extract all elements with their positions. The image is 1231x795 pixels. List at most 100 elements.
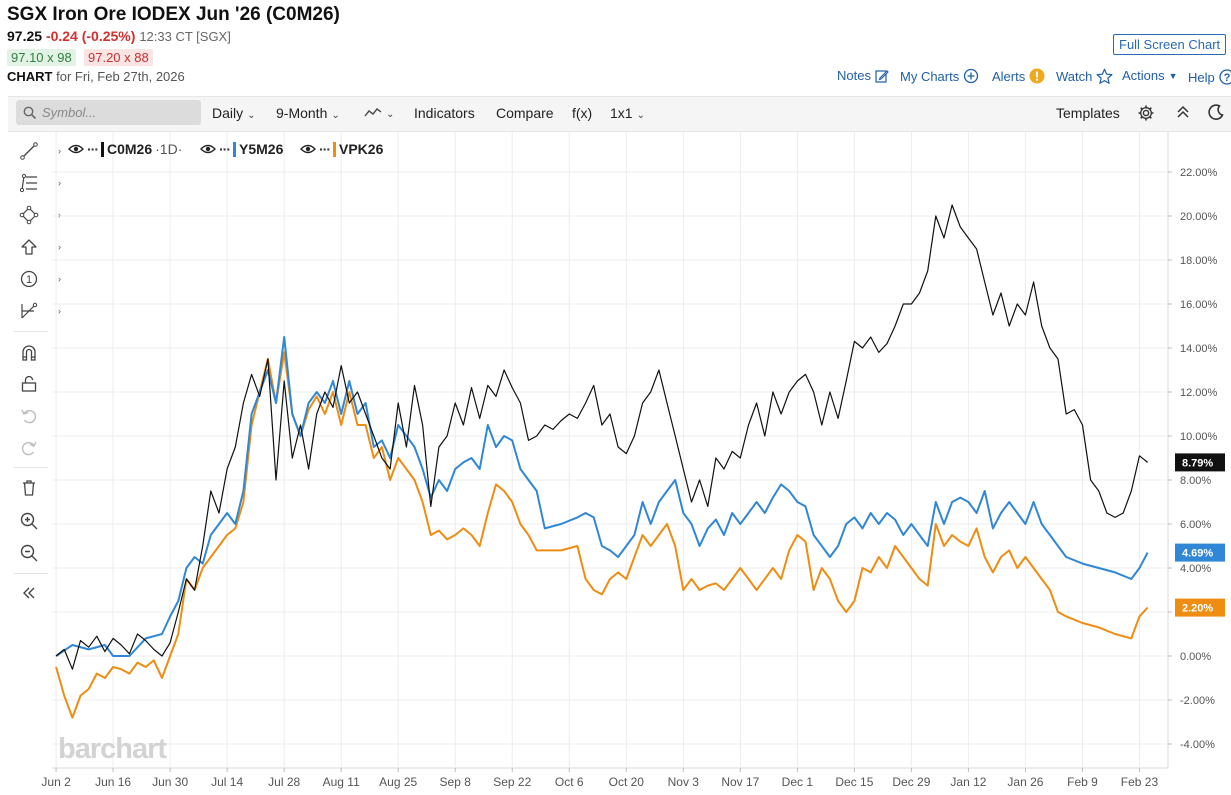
- y-tick-label: 0.00%: [1180, 651, 1211, 663]
- series-line-C0M26[interactable]: [55, 204, 1148, 670]
- redo-button[interactable]: [16, 435, 42, 461]
- page-title: SGX Iron Ore IODEX Jun '26 (C0M26): [7, 4, 340, 25]
- zoom-in-button[interactable]: [16, 508, 42, 534]
- fib-tool[interactable]: ›: [16, 170, 61, 196]
- templates-button[interactable]: Templates: [1056, 105, 1120, 121]
- x-tick-label: Dec 29: [892, 775, 930, 789]
- price-change: -0.24 (-0.25%): [45, 28, 136, 44]
- chevron-right-icon: ›: [58, 306, 61, 316]
- gear-icon[interactable]: [1137, 104, 1155, 122]
- delete-drawings-button[interactable]: [16, 475, 42, 501]
- actions-menu[interactable]: Actions ▼: [1122, 68, 1178, 83]
- layout-dropdown[interactable]: 1x1 ⌄: [610, 105, 645, 121]
- y-tick-label: 10.00%: [1180, 431, 1218, 443]
- legend-s2[interactable]: ··· Y5M26: [200, 141, 283, 157]
- last-value-label-VPK26: 2.20%: [1182, 603, 1213, 615]
- collapse-up-icon[interactable]: [1176, 105, 1190, 119]
- lock-tool[interactable]: [16, 371, 42, 397]
- annotation-tool[interactable]: 1 ›: [16, 266, 61, 292]
- measure-tool[interactable]: ›: [16, 298, 61, 324]
- trendline-tool[interactable]: ›: [16, 138, 61, 164]
- series-line-VPK26[interactable]: [55, 351, 1149, 719]
- chart-toolbar: [8, 96, 1231, 132]
- eye-icon: [200, 144, 216, 154]
- more-dots-icon: ···: [219, 141, 231, 157]
- function-button[interactable]: f(x): [572, 105, 593, 121]
- full-screen-chart-button[interactable]: Full Screen Chart: [1113, 34, 1227, 55]
- legend-swatch-main: [101, 141, 104, 157]
- alerts-label: Alerts: [992, 68, 1026, 84]
- chart-word: CHART: [7, 69, 53, 84]
- legend-swatch-s3: [333, 141, 336, 157]
- notes-label: Notes: [837, 68, 871, 83]
- chevron-down-icon: ⌄: [247, 110, 256, 121]
- x-tick-label: Jun 30: [152, 775, 188, 789]
- x-tick-label: Oct 6: [555, 775, 584, 789]
- symbol-placeholder: Symbol...: [42, 105, 97, 120]
- legend-s3[interactable]: ··· VPK26: [300, 141, 383, 157]
- alerts-link[interactable]: Alerts: [992, 68, 1045, 84]
- zoom-in-icon: [20, 512, 38, 530]
- compare-button[interactable]: Compare: [496, 105, 554, 121]
- more-dots-icon: ···: [87, 141, 99, 157]
- legend-main[interactable]: ··· C0M26 ·1D·: [68, 141, 182, 157]
- symbol-search-input[interactable]: Symbol...: [16, 100, 201, 125]
- my-charts-link[interactable]: My Charts: [900, 68, 979, 84]
- y-tick-label: -4.00%: [1180, 739, 1215, 751]
- eye-icon: [300, 144, 316, 154]
- zoom-out-icon: [20, 544, 38, 562]
- shape-nodes-icon: [19, 205, 39, 225]
- x-tick-label: Jan 26: [1007, 775, 1043, 789]
- y-tick-label: 8.00%: [1180, 475, 1211, 487]
- x-tick-label: Feb 9: [1067, 775, 1098, 789]
- indicators-button[interactable]: Indicators: [414, 105, 475, 121]
- search-icon: [23, 106, 37, 120]
- y-tick-label: 14.00%: [1180, 343, 1218, 355]
- help-link[interactable]: Help ?: [1188, 69, 1231, 85]
- interval-dropdown[interactable]: Daily ⌄: [212, 105, 256, 121]
- chart-date: for Fri, Feb 27th, 2026: [56, 69, 185, 84]
- series-line-Y5M26[interactable]: [55, 336, 1149, 657]
- legend-s2-symbol: Y5M26: [239, 141, 284, 157]
- range-dropdown[interactable]: 9-Month ⌄: [276, 105, 340, 121]
- undo-button[interactable]: [16, 403, 42, 429]
- magnet-tool[interactable]: [16, 340, 42, 366]
- double-chevron-left-icon: [23, 587, 35, 599]
- toolbar-divider: [14, 331, 48, 332]
- chevron-down-icon: ⌄: [331, 110, 340, 121]
- chevron-right-icon: ›: [58, 178, 61, 188]
- alert-exclamation-icon: [1029, 68, 1045, 84]
- x-axis: Jun 2 Jun 16 Jun 30 Jul 14 Jul 28 Aug 11 Aug 2…: [41, 768, 1158, 789]
- last-price: 97.25: [7, 28, 43, 44]
- watch-label: Watch: [1056, 69, 1093, 84]
- x-tick-label: Jan 12: [950, 775, 986, 789]
- x-tick-label: Sep 22: [493, 775, 531, 789]
- dark-mode-moon-icon[interactable]: [1207, 103, 1225, 121]
- chart-type-dropdown[interactable]: ⌄: [364, 104, 394, 120]
- unlock-icon: [21, 375, 37, 392]
- notes-link[interactable]: Notes: [837, 68, 889, 83]
- arrow-tool[interactable]: ›: [16, 234, 61, 260]
- chart-grid: [52, 132, 1169, 769]
- bid-badge: 97.10 x 98: [7, 49, 76, 66]
- x-tick-label: Oct 20: [609, 775, 645, 789]
- y-tick-label: 12.00%: [1180, 387, 1218, 399]
- last-value-label-Y5M26: 4.69%: [1182, 548, 1213, 560]
- redo-icon: [21, 441, 37, 456]
- watch-link[interactable]: Watch: [1056, 68, 1113, 85]
- shapes-tool[interactable]: ›: [16, 202, 61, 228]
- measure-icon: [21, 302, 38, 319]
- zoom-out-button[interactable]: [16, 540, 42, 566]
- x-tick-label: Nov 17: [721, 775, 759, 789]
- legend-swatch-s2: [233, 141, 236, 157]
- question-circle-icon: ?: [1219, 69, 1231, 85]
- legend-s3-symbol: VPK26: [339, 141, 384, 157]
- collapse-toolbar-button[interactable]: [16, 580, 42, 606]
- x-tick-label: Jun 2: [41, 775, 71, 789]
- pencil-note-icon: [875, 69, 889, 83]
- magnet-icon: [22, 345, 36, 361]
- toolbar-divider: [14, 467, 48, 468]
- svg-text:?: ?: [1223, 72, 1230, 84]
- arrow-up-icon: [21, 239, 37, 255]
